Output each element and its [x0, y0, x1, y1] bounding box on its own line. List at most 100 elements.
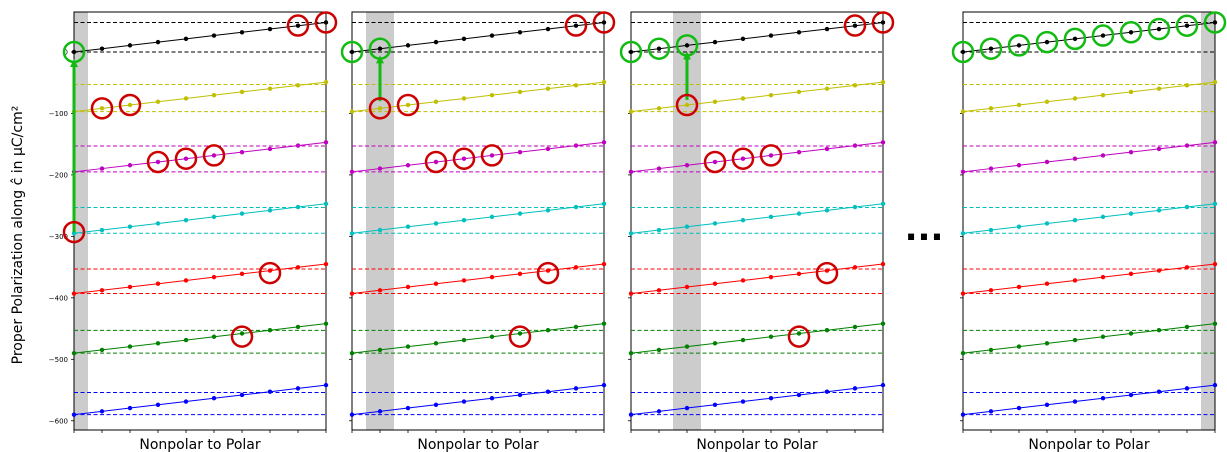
data-point-black [684, 43, 690, 48]
data-point-black [1128, 30, 1134, 35]
data-point-cyan [601, 201, 607, 206]
data-point-red [852, 265, 858, 270]
series-line-blue [73, 384, 327, 416]
red-circle-marker [314, 11, 338, 34]
data-point-red [239, 271, 245, 277]
data-point-yellow [988, 106, 994, 111]
data-point-green [824, 328, 830, 333]
data-point-cyan [573, 204, 579, 210]
data-point-magenta [684, 163, 690, 168]
highlight-band [74, 12, 88, 430]
data-point-red [295, 265, 301, 270]
data-point-red [684, 284, 690, 290]
data-point-cyan [988, 227, 994, 233]
data-point-yellow [960, 109, 966, 114]
data-point-black [517, 30, 523, 35]
data-point-blue [323, 382, 329, 388]
data-point-black [1100, 33, 1106, 38]
data-point-green [99, 347, 105, 353]
data-point-green [1100, 334, 1106, 339]
data-point-cyan [628, 231, 634, 236]
data-point-black [824, 26, 830, 32]
series-line-cyan [630, 203, 884, 234]
data-point-magenta [1156, 146, 1162, 152]
series-line-magenta [73, 141, 327, 173]
data-point-green [1128, 331, 1134, 336]
data-point-cyan [295, 204, 301, 210]
y-axis-label: Proper Polarization along ĉ in μC/cm² [10, 106, 26, 365]
data-point-cyan [656, 227, 662, 233]
data-point-yellow [127, 102, 133, 108]
axes-frame [630, 11, 884, 431]
data-point-black [573, 23, 579, 28]
data-point-green [1156, 328, 1162, 333]
data-point-blue [211, 396, 217, 401]
data-point-green [377, 347, 383, 353]
green-circle-marker [340, 40, 364, 64]
red-circle-marker [424, 150, 448, 174]
data-point-red [349, 291, 355, 296]
data-point-green [1212, 321, 1218, 326]
data-point-cyan [99, 227, 105, 233]
data-point-cyan [740, 218, 746, 223]
red-circle-marker [452, 147, 476, 170]
data-point-blue [852, 386, 858, 391]
series-line-red [73, 263, 327, 295]
data-point-blue [405, 405, 411, 411]
series-line-blue [351, 384, 605, 416]
data-point-blue [1212, 382, 1218, 388]
data-point-green [1184, 324, 1190, 330]
panel-3: Nonpolar to Polar [619, 11, 895, 452]
data-point-magenta [1044, 159, 1050, 165]
data-point-blue [880, 382, 886, 388]
axes-frame [962, 11, 1216, 431]
red-circle-marker [564, 14, 588, 37]
data-point-cyan [127, 224, 133, 229]
data-point-red [267, 268, 273, 273]
data-point-cyan [852, 204, 858, 210]
data-point-cyan [1072, 218, 1078, 223]
data-point-black [628, 49, 634, 55]
green-circle-marker [1035, 30, 1059, 54]
data-point-cyan [880, 201, 886, 206]
data-point-blue [517, 392, 523, 398]
red-circle-marker [787, 325, 811, 348]
data-point-black [461, 36, 467, 42]
data-point-blue [601, 382, 607, 388]
red-circle-marker [146, 150, 170, 174]
data-point-black [71, 49, 77, 55]
data-point-blue [1044, 402, 1050, 407]
data-point-yellow [433, 99, 439, 104]
green-circle-marker [979, 37, 1003, 60]
data-point-cyan [1212, 201, 1218, 206]
series-line-yellow [351, 81, 605, 113]
data-point-red [1184, 265, 1190, 270]
data-point-green [740, 337, 746, 343]
data-point-yellow [211, 92, 217, 98]
data-point-red [768, 274, 774, 280]
data-point-cyan [517, 211, 523, 216]
data-point-cyan [1100, 214, 1106, 220]
data-point-black [880, 20, 886, 25]
green-circle-marker [647, 37, 671, 60]
data-point-green [960, 350, 966, 356]
data-point-yellow [183, 96, 189, 101]
data-point-cyan [211, 214, 217, 220]
data-point-red [740, 278, 746, 283]
data-point-cyan [323, 201, 329, 206]
data-point-red [1044, 281, 1050, 286]
data-point-red [71, 291, 77, 296]
y-tick-label: −300 [49, 233, 68, 241]
data-point-red [824, 268, 830, 273]
data-point-black [656, 46, 662, 51]
series-line-blue [962, 384, 1216, 416]
data-point-red [99, 288, 105, 293]
data-point-yellow [712, 99, 718, 104]
data-point-yellow [1156, 86, 1162, 91]
data-point-yellow [377, 106, 383, 111]
data-point-black [960, 49, 966, 55]
series-line-yellow [630, 81, 884, 113]
data-point-yellow [155, 99, 161, 104]
data-point-magenta [545, 146, 551, 152]
data-point-magenta [712, 159, 718, 165]
